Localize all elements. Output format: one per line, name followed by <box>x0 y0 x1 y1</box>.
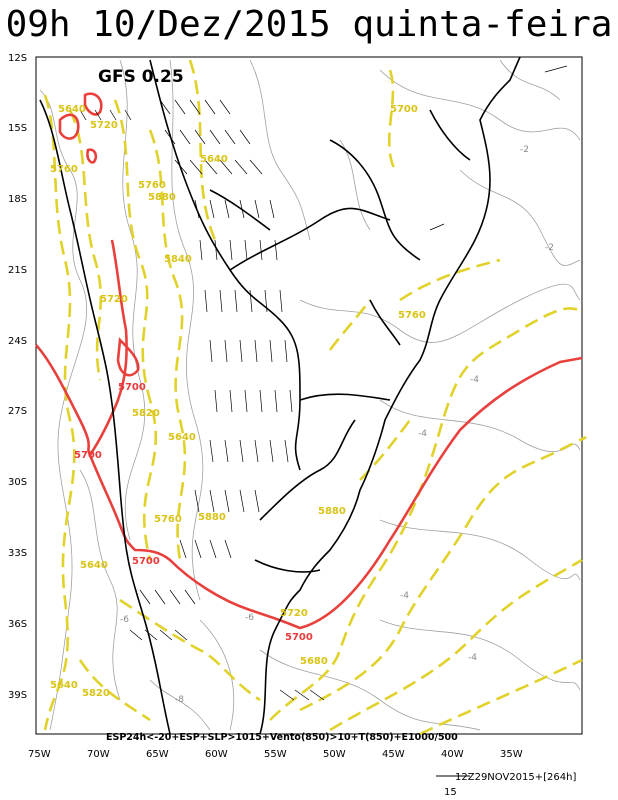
yellow-label: 5820 <box>82 688 110 699</box>
yellow-label: 5680 <box>300 656 328 667</box>
yellow-label: 5640 <box>200 154 228 165</box>
lon-label: 75W <box>28 749 51 760</box>
lat-label: 39S <box>8 690 27 701</box>
gray-contour-labels: -2 -2 -4 -4 -4 -4 -6 -8 -6 <box>120 145 554 705</box>
lat-label: 15S <box>8 123 27 134</box>
lat-label: 24S <box>8 336 27 347</box>
yellow-label: 5720 <box>280 608 308 619</box>
gray-label: -8 <box>175 695 184 705</box>
yellow-label: 5820 <box>132 408 160 419</box>
red-label: 5700 <box>285 632 313 643</box>
lat-label: 30S <box>8 477 27 488</box>
lon-label: 50W <box>323 749 346 760</box>
yellow-label: 5640 <box>168 432 196 443</box>
lon-label: 45W <box>382 749 405 760</box>
yellow-label: 5760 <box>50 164 78 175</box>
run-info: 12Z29NOV2015+[264h] <box>455 772 576 783</box>
model-label: GFS 0.25 <box>98 67 184 87</box>
coastlines-borders <box>39 56 521 735</box>
legend-text: ESP24h<-20+ESP+SLP>1015+Vento(850)>10+T(… <box>106 732 458 743</box>
lat-label: 21S <box>8 265 27 276</box>
lat-label: 33S <box>8 548 27 559</box>
lat-label: 12S <box>8 53 27 64</box>
gray-label: -6 <box>245 613 254 623</box>
lon-label: 40W <box>441 749 464 760</box>
red-label: 5700 <box>132 556 160 567</box>
gray-label: -2 <box>520 145 529 155</box>
wind-vector-field <box>79 65 568 701</box>
yellow-label: 5720 <box>90 120 118 131</box>
yellow-label: 5720 <box>100 294 128 305</box>
yellow-label: 5760 <box>398 310 426 321</box>
red-5700-contour <box>35 92 583 630</box>
gray-label: -6 <box>120 615 129 625</box>
red-label: 5700 <box>74 450 102 461</box>
red-contour-labels: 5700 5700 5700 5700 <box>74 382 313 643</box>
yellow-label: 5840 <box>164 254 192 265</box>
gray-label: -4 <box>400 591 409 601</box>
gray-label: -4 <box>470 375 479 385</box>
lon-label: 70W <box>87 749 110 760</box>
gray-label: -2 <box>545 243 554 253</box>
lat-label: 27S <box>8 406 27 417</box>
yellow-contour-labels: 5760 5640 5720 5880 5840 5720 5760 5700 … <box>50 104 426 699</box>
lon-label: 35W <box>500 749 523 760</box>
gray-label: -4 <box>418 429 427 439</box>
lon-label: 60W <box>205 749 228 760</box>
yellow-label: 5880 <box>198 512 226 523</box>
gray-contours <box>39 59 581 731</box>
yellow-label: 5880 <box>318 506 346 517</box>
yellow-label: 5640 <box>80 560 108 571</box>
gray-label: -4 <box>468 653 477 663</box>
yellow-label: 5700 <box>390 104 418 115</box>
lat-label: 36S <box>8 619 27 630</box>
lon-label: 55W <box>264 749 287 760</box>
yellow-thickness-contours <box>43 59 587 736</box>
vector-scale-label: 15 <box>444 787 457 798</box>
yellow-label: 5640 <box>58 104 86 115</box>
yellow-label: 5640 <box>50 680 78 691</box>
longitude-labels: 75W 70W 65W 60W 55W 50W 45W 40W 35W <box>28 749 523 760</box>
map-title: 09h 10/Dez/2015 quinta-feira <box>5 4 613 45</box>
yellow-label: 5880 <box>148 192 176 203</box>
latitude-labels: 12S 15S 18S 21S 24S 27S 30S 33S 36S 39S <box>8 53 27 701</box>
yellow-label: 5760 <box>154 514 182 525</box>
yellow-label: 5760 <box>138 180 166 191</box>
red-label: 5700 <box>118 382 146 393</box>
lon-label: 65W <box>146 749 169 760</box>
lat-label: 18S <box>8 194 27 205</box>
